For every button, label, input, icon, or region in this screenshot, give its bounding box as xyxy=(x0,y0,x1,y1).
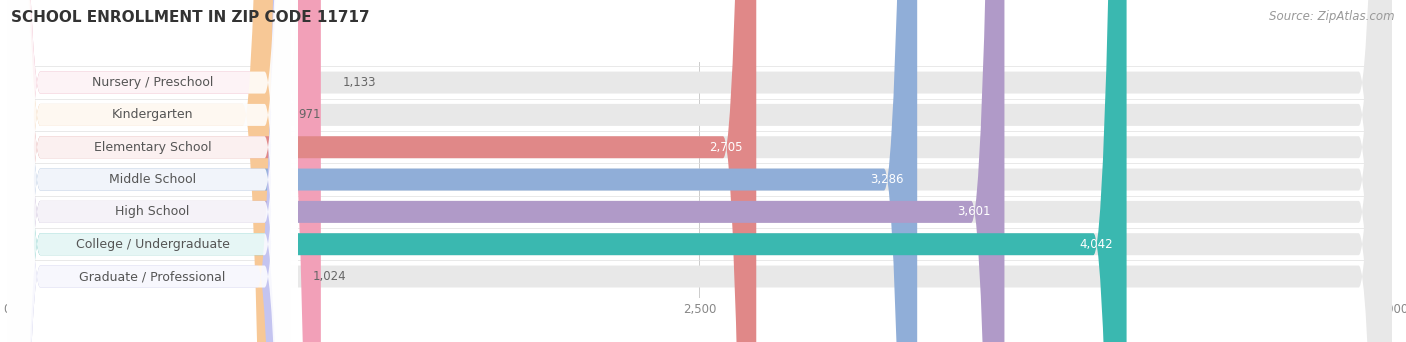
Text: 4,042: 4,042 xyxy=(1080,238,1112,251)
Text: 1,133: 1,133 xyxy=(343,76,377,89)
FancyBboxPatch shape xyxy=(7,0,1392,342)
FancyBboxPatch shape xyxy=(7,0,917,342)
FancyBboxPatch shape xyxy=(7,0,291,342)
FancyBboxPatch shape xyxy=(7,0,1392,342)
Text: Source: ZipAtlas.com: Source: ZipAtlas.com xyxy=(1270,10,1395,23)
Text: 3,286: 3,286 xyxy=(870,173,903,186)
Text: SCHOOL ENROLLMENT IN ZIP CODE 11717: SCHOOL ENROLLMENT IN ZIP CODE 11717 xyxy=(11,10,370,25)
Text: Middle School: Middle School xyxy=(108,173,195,186)
FancyBboxPatch shape xyxy=(7,0,298,342)
FancyBboxPatch shape xyxy=(7,0,298,342)
FancyBboxPatch shape xyxy=(7,0,1392,342)
FancyBboxPatch shape xyxy=(7,0,1392,342)
Text: 1,024: 1,024 xyxy=(312,270,346,283)
Text: 3,601: 3,601 xyxy=(957,206,991,219)
FancyBboxPatch shape xyxy=(7,0,756,342)
FancyBboxPatch shape xyxy=(7,0,298,342)
Text: College / Undergraduate: College / Undergraduate xyxy=(76,238,229,251)
FancyBboxPatch shape xyxy=(7,0,298,342)
Text: Elementary School: Elementary School xyxy=(94,141,211,154)
FancyBboxPatch shape xyxy=(7,0,298,342)
FancyBboxPatch shape xyxy=(7,0,298,342)
Text: Nursery / Preschool: Nursery / Preschool xyxy=(91,76,214,89)
FancyBboxPatch shape xyxy=(7,0,1392,342)
Text: 971: 971 xyxy=(298,108,321,121)
FancyBboxPatch shape xyxy=(7,0,321,342)
Text: Kindergarten: Kindergarten xyxy=(111,108,193,121)
FancyBboxPatch shape xyxy=(7,0,1004,342)
FancyBboxPatch shape xyxy=(7,0,1392,342)
Text: Graduate / Professional: Graduate / Professional xyxy=(79,270,225,283)
FancyBboxPatch shape xyxy=(7,0,1126,342)
FancyBboxPatch shape xyxy=(7,0,1392,342)
Text: 2,705: 2,705 xyxy=(709,141,742,154)
FancyBboxPatch shape xyxy=(7,0,298,342)
FancyBboxPatch shape xyxy=(7,0,276,342)
Text: High School: High School xyxy=(115,206,190,219)
